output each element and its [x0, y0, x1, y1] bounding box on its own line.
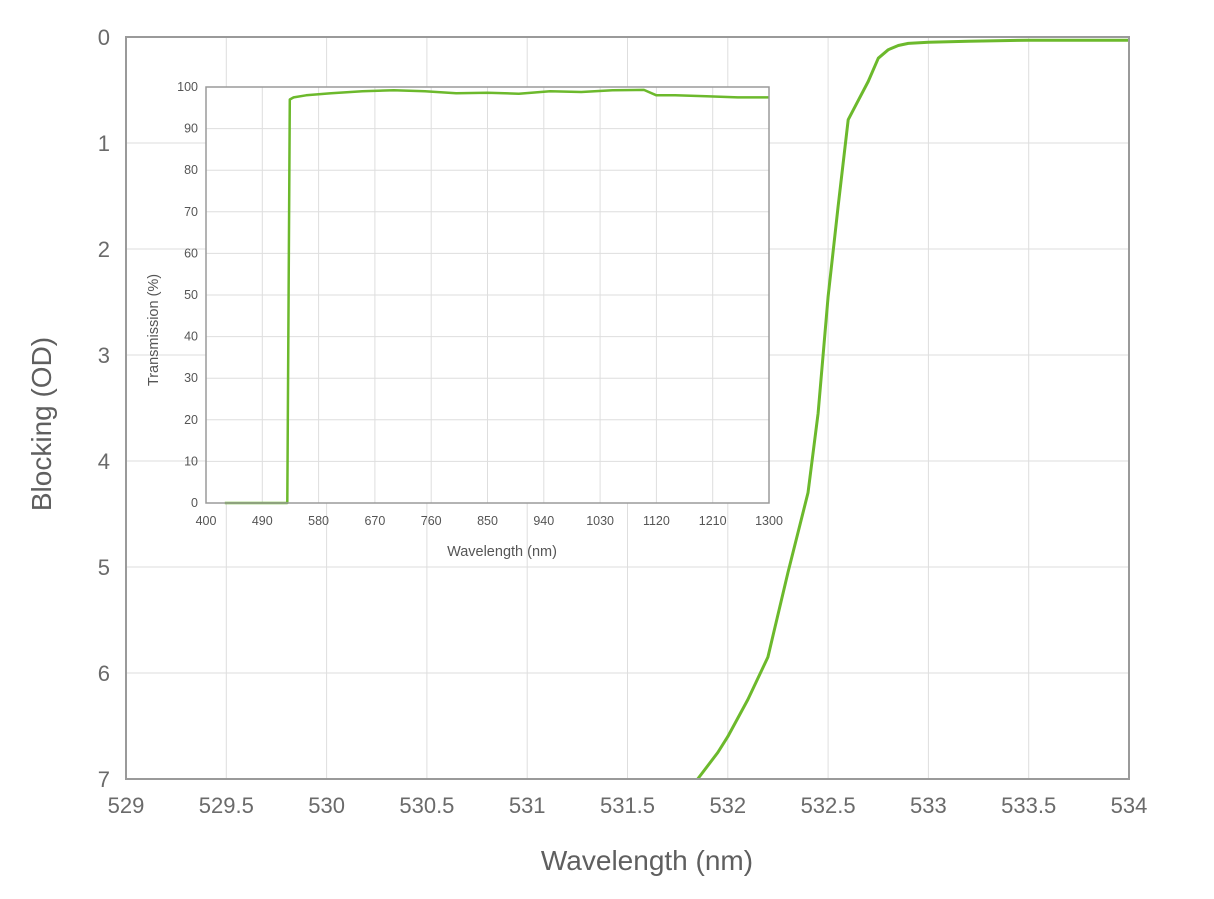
main-y-tick-label: 3 [98, 343, 110, 368]
main-x-tick-label: 533.5 [1001, 793, 1056, 818]
inset-y-tick-label: 100 [177, 80, 198, 94]
inset-x-ticks: 400 490 580 670 760 850 940 1030 1120 1210 1300 [196, 514, 783, 528]
inset-y-tick-label: 0 [191, 496, 198, 510]
main-series [696, 38, 1130, 780]
main-y-axis-title: Blocking (OD) [26, 337, 57, 511]
main-y-tick-label: 6 [98, 661, 110, 686]
main-x-tick-label: 530 [308, 793, 345, 818]
inset-y-tick-label: 80 [184, 163, 198, 177]
inset-y-tick-label: 30 [184, 371, 198, 385]
main-y-tick-label: 4 [98, 449, 110, 474]
main-x-tick-label: 531.5 [600, 793, 655, 818]
main-x-axis-title: Wavelength (nm) [541, 845, 753, 876]
inset-x-tick-label: 490 [252, 514, 273, 528]
inset-x-tick-label: 580 [308, 514, 329, 528]
inset-y-tick-label: 50 [184, 288, 198, 302]
main-x-tick-label: 532 [709, 793, 746, 818]
inset-x-tick-label: 850 [477, 514, 498, 528]
main-x-tick-label: 529.5 [199, 793, 254, 818]
inset-x-tick-label: 400 [196, 514, 217, 528]
inset-x-axis-title: Wavelength (nm) [447, 544, 557, 560]
main-x-tick-label: 531 [509, 793, 546, 818]
inset-y-tick-label: 60 [184, 246, 198, 260]
inset-x-tick-label: 1120 [643, 514, 670, 528]
main-x-tick-label: 530.5 [399, 793, 454, 818]
main-y-tick-label: 5 [98, 555, 110, 580]
main-y-tick-label: 2 [98, 237, 110, 262]
inset-y-ticks: 0 10 20 30 40 50 60 70 80 90 100 [177, 80, 198, 510]
main-plot-frame [125, 36, 1130, 780]
main-x-tick-label: 532.5 [801, 793, 856, 818]
inset-y-axis-title: Transmission (%) [146, 274, 162, 386]
main-y-tick-label: 1 [98, 131, 110, 156]
main-x-ticks: 529 529.5 530 530.5 531 531.5 532 532.5 533 533.5… [108, 793, 1148, 818]
inset-y-tick-label: 70 [184, 205, 198, 219]
main-x-tick-label: 529 [108, 793, 145, 818]
main-y-ticks: 0 1 2 3 4 5 6 7 [98, 25, 110, 792]
inset-series-line [224, 88, 769, 505]
inset-x-tick-label: 1030 [586, 514, 614, 528]
main-y-tick-label: 7 [98, 767, 110, 792]
inset-x-tick-label: 760 [421, 514, 442, 528]
main-y-tick-label: 0 [98, 25, 110, 50]
main-x-tick-label: 534 [1111, 793, 1148, 818]
inset-plot-frame [205, 86, 770, 504]
inset-x-tick-label: 670 [364, 514, 385, 528]
inset-x-tick-label: 940 [533, 514, 554, 528]
main-x-tick-label: 533 [910, 793, 947, 818]
inset-y-tick-label: 10 [184, 454, 198, 468]
inset-x-tick-label: 1210 [699, 514, 727, 528]
inset-y-tick-label: 90 [184, 122, 198, 136]
inset-x-tick-label: 1300 [755, 514, 783, 528]
inset-y-tick-label: 40 [184, 330, 198, 344]
inset-chart: 400 490 580 670 760 850 940 1030 1120 1210 1300 01… [146, 80, 783, 560]
inset-y-tick-label: 20 [184, 413, 198, 427]
